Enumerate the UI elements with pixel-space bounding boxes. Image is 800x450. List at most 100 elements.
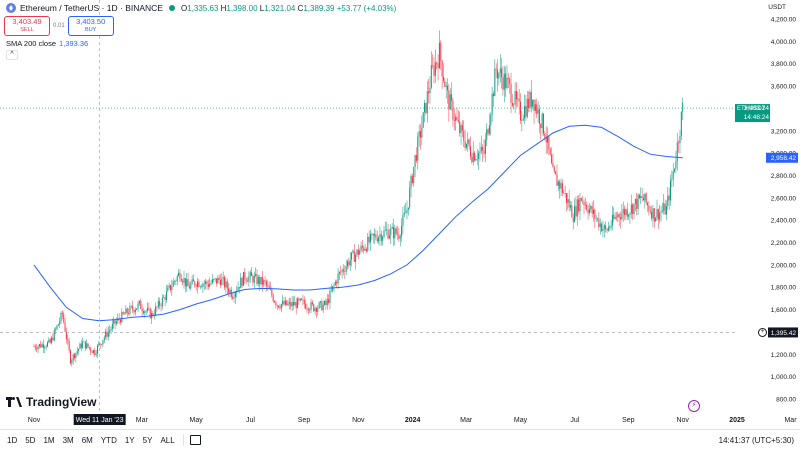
currency-label[interactable]: USDT xyxy=(768,4,786,11)
candle-body xyxy=(226,281,228,289)
sell-button[interactable]: 3,403.49 SELL xyxy=(4,16,50,36)
candle-body xyxy=(578,199,580,212)
candle-body xyxy=(391,226,393,229)
range-button-1y[interactable]: 1Y xyxy=(124,435,135,445)
range-button-5d[interactable]: 5D xyxy=(25,435,36,445)
candle-body xyxy=(475,158,477,161)
candle-body xyxy=(297,298,299,309)
range-buttons: 1D 5D 1M 3M 6M YTD 1Y 5Y ALL xyxy=(0,436,179,445)
candle-body xyxy=(145,310,147,312)
candle-body xyxy=(645,193,647,203)
candle-body xyxy=(324,301,326,305)
candle-body xyxy=(564,193,566,194)
candle-body xyxy=(548,136,550,150)
candle-body xyxy=(367,236,369,251)
buy-button[interactable]: 3,403.50 BUY xyxy=(67,16,114,36)
candle-body xyxy=(375,234,377,239)
candle-body xyxy=(451,94,453,101)
candle-body xyxy=(538,109,540,124)
candle-body xyxy=(640,195,642,199)
candle-body xyxy=(98,343,100,346)
candle-body xyxy=(172,281,174,287)
candle-body xyxy=(306,308,308,310)
candle-body xyxy=(421,127,423,138)
candle-body xyxy=(137,303,139,309)
time-tick-label: Jul xyxy=(246,417,255,424)
calendar-icon[interactable] xyxy=(189,435,201,445)
candle-body xyxy=(384,229,386,231)
time-tick-label: Mar xyxy=(784,417,797,424)
range-button-3m[interactable]: 3M xyxy=(62,435,74,445)
range-button-6m[interactable]: 6M xyxy=(81,435,93,445)
price-tick-label: 2,000.00 xyxy=(771,262,797,269)
candle-body xyxy=(267,285,269,287)
candle-body xyxy=(317,308,319,312)
symbol-legend[interactable]: Ethereum / TetherUS · 1D · BINANCE O1,33… xyxy=(6,3,396,13)
range-button-ytd[interactable]: YTD xyxy=(100,435,117,445)
range-button-1d[interactable]: 1D xyxy=(7,435,18,445)
candle-body xyxy=(624,209,626,215)
tradingview-logo[interactable]: TradingView xyxy=(6,395,96,409)
candle-body xyxy=(482,146,484,151)
range-button-5y[interactable]: 5Y xyxy=(142,435,153,445)
candle-body xyxy=(570,205,572,208)
candle-body xyxy=(94,350,96,356)
candle-body xyxy=(630,204,632,214)
price-tick-label: 2,600.00 xyxy=(771,195,797,202)
candle-body xyxy=(417,136,419,161)
candle-body xyxy=(147,307,149,311)
candle-body xyxy=(69,350,71,364)
candle-body xyxy=(591,206,593,214)
candle-body xyxy=(49,339,51,343)
candle-body xyxy=(161,297,163,307)
ohlc-values: O1,335.63 H1,398.00 L1,321.04 C1,389.39 … xyxy=(180,3,397,13)
time-tick-label: May xyxy=(514,417,528,424)
candle-body xyxy=(263,280,265,285)
candle-body xyxy=(430,65,432,88)
candle-body xyxy=(156,306,158,308)
candle-body xyxy=(251,272,253,276)
candle-body xyxy=(76,350,78,353)
crosshair-add-icon[interactable]: + xyxy=(758,328,767,337)
candle-body xyxy=(141,309,143,312)
candle-body xyxy=(424,102,426,113)
candle-body xyxy=(529,91,531,109)
candle-body xyxy=(463,130,465,141)
candle-body xyxy=(495,68,497,70)
candle-body xyxy=(274,301,276,303)
candle-body xyxy=(528,98,530,109)
candle-body xyxy=(579,198,581,212)
sma-indicator-legend[interactable]: SMA 200 close 1,393.36 xyxy=(6,39,89,48)
candle-body xyxy=(205,281,207,284)
price-axis: 4,200.00 4,000.00 3,800.00 3,600.00 3,200.00… xyxy=(771,17,797,404)
candle-body xyxy=(245,279,247,281)
candle-body xyxy=(210,282,212,284)
candle-body xyxy=(41,344,43,348)
price-tick-label: 3,800.00 xyxy=(771,61,797,68)
time-tick-label: 2025 xyxy=(729,417,745,424)
price-tick-label: 2,200.00 xyxy=(771,240,797,247)
range-button-all[interactable]: ALL xyxy=(160,435,175,445)
candle-body xyxy=(594,209,596,219)
candle-body xyxy=(586,204,588,210)
candle-body xyxy=(224,277,226,288)
candle-body xyxy=(651,211,653,219)
candle-body xyxy=(590,206,592,209)
spread-value: 0.01 xyxy=(53,23,65,29)
candle-body xyxy=(122,312,124,314)
candle-body xyxy=(456,116,458,121)
candle-body xyxy=(56,325,58,330)
candle-body xyxy=(537,109,539,114)
clock-timezone[interactable]: 14:41:37 (UTC+5:30) xyxy=(718,435,794,445)
candle-body xyxy=(613,214,615,219)
candle-body xyxy=(502,77,504,90)
range-button-1m[interactable]: 1M xyxy=(43,435,55,445)
candle-body xyxy=(209,283,211,287)
candle-body xyxy=(438,42,440,69)
collapse-legend-button[interactable]: ^ xyxy=(6,50,18,60)
event-bolt-icon[interactable]: ⚡ xyxy=(688,400,700,412)
candle-body xyxy=(192,279,194,282)
candle-body xyxy=(337,273,339,284)
candle-body xyxy=(341,269,343,273)
